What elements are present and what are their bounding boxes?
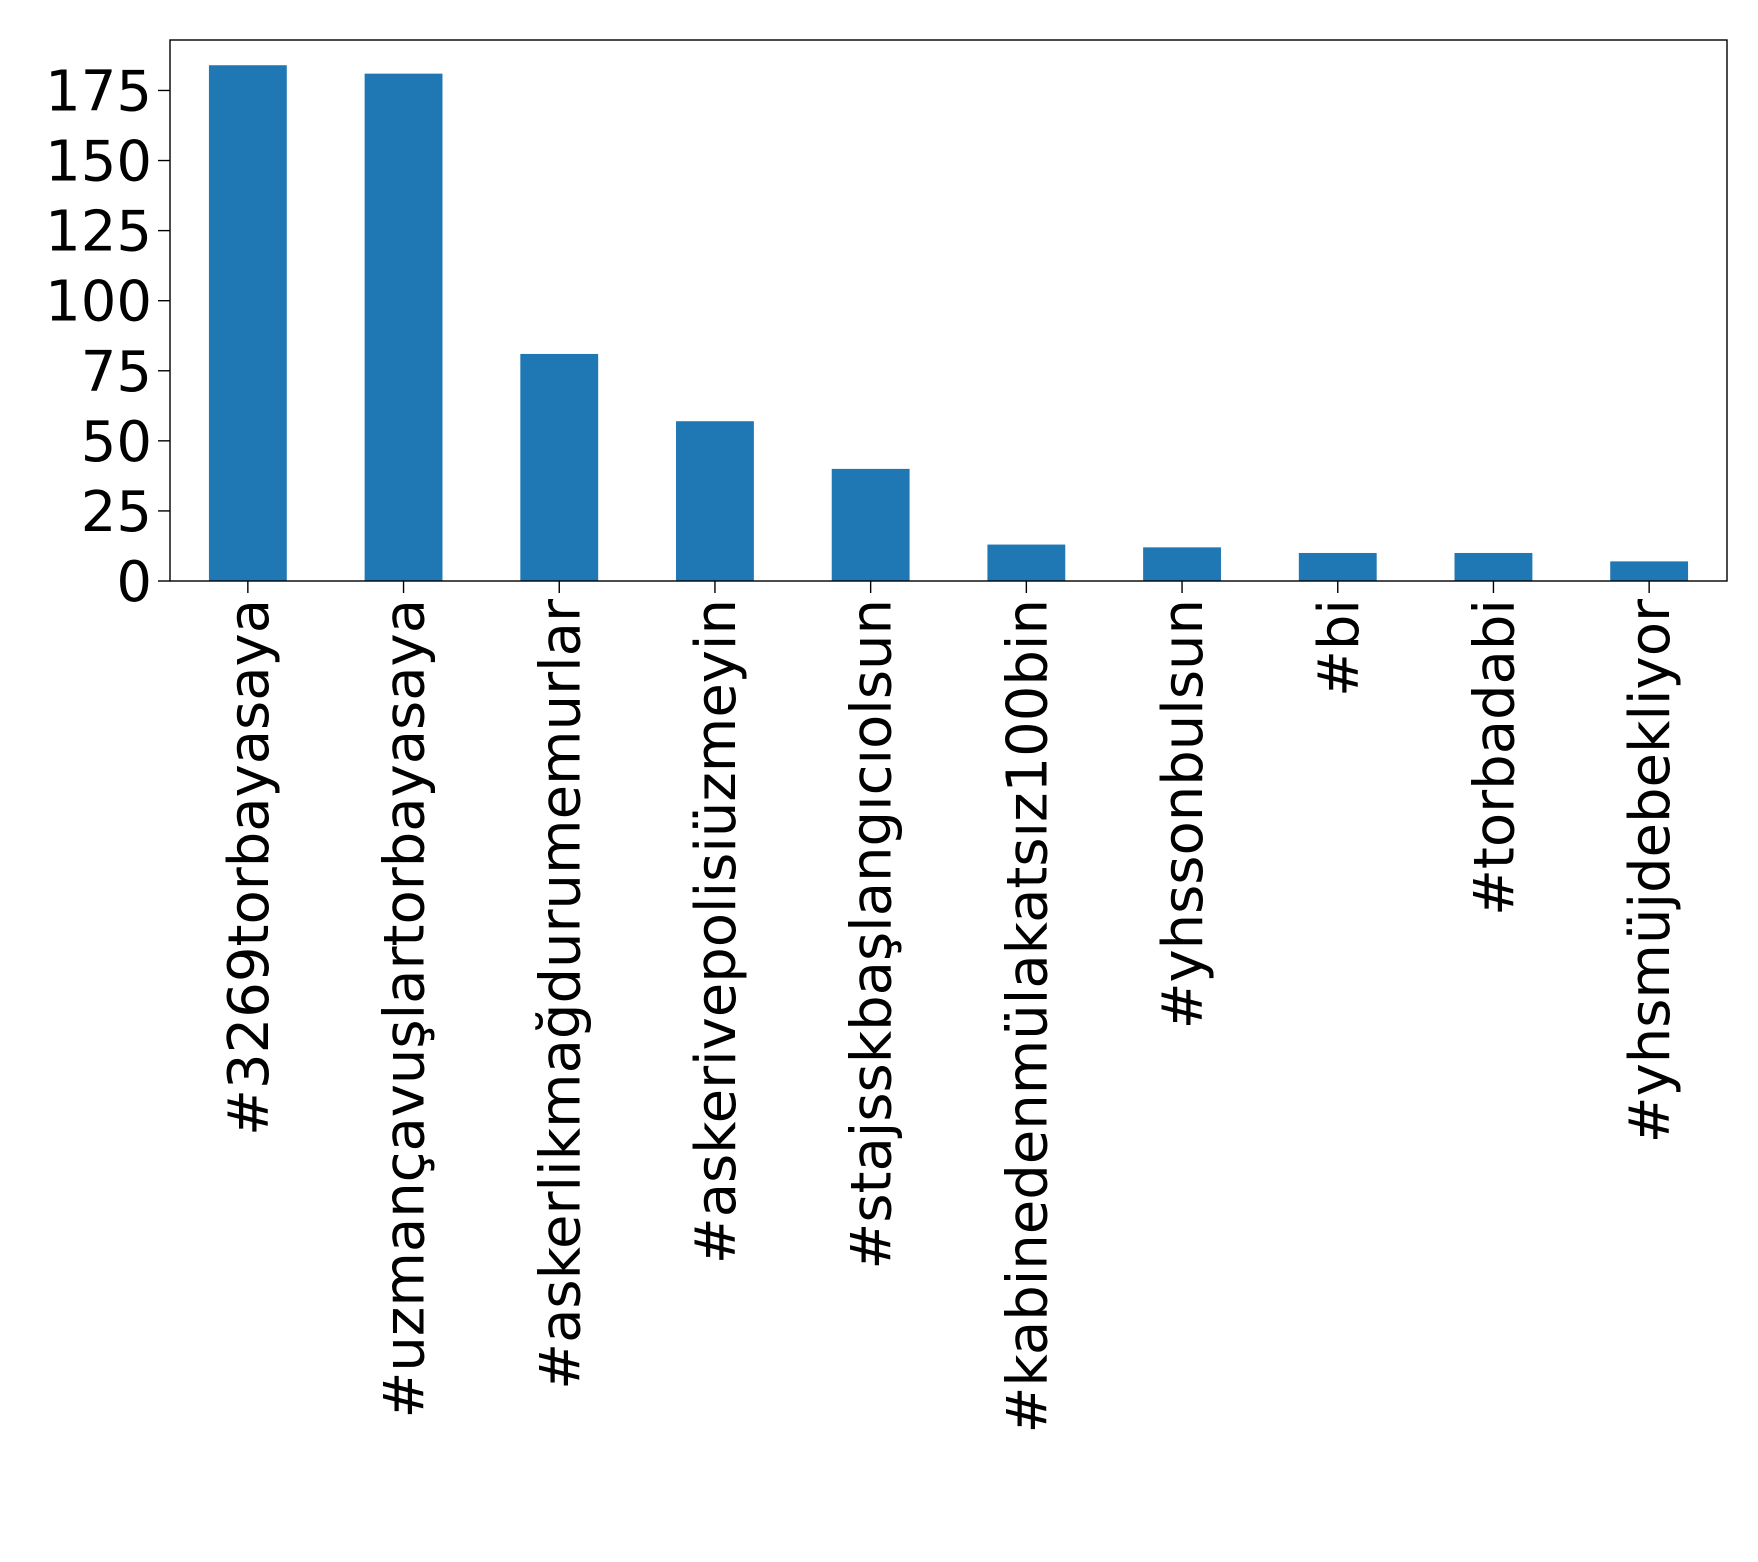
bar-1 (208, 65, 287, 582)
y-tick-label: 175 (45, 59, 152, 124)
bars-layer (208, 65, 1689, 582)
y-tick-label: 75 (81, 340, 152, 405)
y-tick-label: 25 (81, 480, 152, 545)
bar-10 (1610, 561, 1689, 581)
bar-5 (831, 468, 910, 581)
x-tick-label: #yhssonbulsun (1151, 599, 1216, 1029)
plot-frame (169, 39, 1728, 582)
y-tick-label: 0 (116, 550, 152, 615)
x-tick-label: #uzmançavuşlartorbayasaya (373, 599, 438, 1418)
y-tick-label: 50 (81, 410, 152, 475)
y-tick-label: 100 (45, 270, 152, 335)
bar-8 (1298, 552, 1377, 581)
x-tick-label: #askerlikmağdurumemurlar (528, 598, 593, 1390)
x-tick-label: #bi (1307, 599, 1372, 697)
x-axis-ticks: #3269torbayasaya #uzmançavuşlartorbayasay… (217, 581, 1683, 1433)
x-tick-label: #askerivepolisiüzmeyin (684, 599, 749, 1264)
bar-9 (1454, 552, 1533, 581)
y-tick-label: 125 (45, 200, 152, 265)
bar-7 (1143, 547, 1221, 581)
axes-layer (169, 39, 1728, 582)
x-tick-label: #stajsskbaşlangıcıolsun (840, 599, 905, 1270)
y-tick-label: 150 (45, 130, 152, 195)
bar-4 (676, 421, 754, 581)
bar-2 (364, 73, 443, 581)
x-tick-label: #torbadabi (1462, 599, 1527, 916)
x-tick-label: #kabinedenmülakatsız100bin (995, 599, 1060, 1433)
bar-3 (520, 353, 599, 581)
x-tick-label: #3269torbayasaya (217, 599, 282, 1136)
x-tick-label: #yhsmüjdebekliyor (1618, 598, 1683, 1143)
bar-6 (987, 544, 1066, 581)
